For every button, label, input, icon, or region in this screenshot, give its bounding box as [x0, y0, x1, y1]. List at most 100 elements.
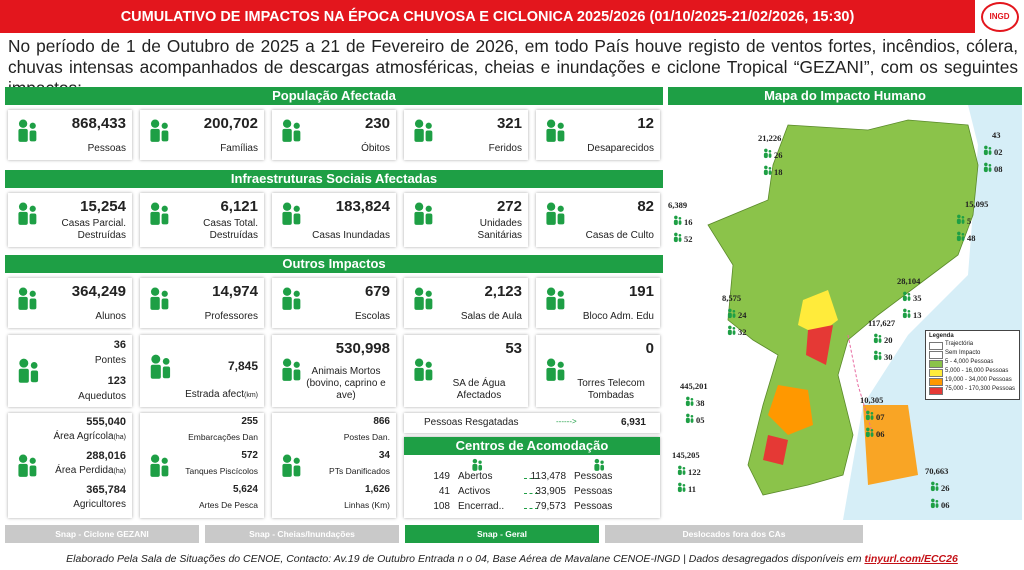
- map-value: 13: [913, 310, 922, 320]
- icon: [282, 119, 301, 142]
- tab[interactable]: Deslocados fora dos CAs: [605, 525, 863, 543]
- value: 365,784: [86, 484, 126, 496]
- icon: [414, 119, 433, 142]
- value: 82: [637, 198, 654, 215]
- map-value: 02: [994, 147, 1003, 157]
- map-value: 32: [738, 327, 747, 337]
- map-value: 11: [688, 484, 697, 494]
- label: Desaparecidos: [587, 143, 654, 154]
- status: Activos: [458, 486, 491, 497]
- icon: [546, 119, 565, 142]
- legend-label: 5,000 - 16,000 Pessoas: [945, 368, 1009, 374]
- count: 149: [433, 471, 450, 482]
- value: 15,254: [80, 198, 126, 215]
- card: 2,123 Salas de Aula: [404, 278, 528, 328]
- icon: [865, 427, 874, 438]
- legend-label: 5 - 4,000 Pessoas: [945, 359, 994, 365]
- icon: [282, 287, 301, 310]
- map-value: 28,104: [897, 276, 921, 286]
- value: 123: [107, 375, 126, 387]
- icon: [677, 465, 686, 476]
- tab[interactable]: Snap - Cheias/Inundações: [205, 525, 399, 543]
- card: 679 Escolas: [272, 278, 396, 328]
- value: 183,824: [335, 198, 390, 215]
- label: PTs Danificados: [329, 465, 390, 477]
- label: Óbitos: [361, 143, 390, 154]
- footer-link[interactable]: tinyurl.com/ECC26: [864, 553, 958, 565]
- centers-box: Centros de Acomodação 149 Abertos 113,478 Pe…: [404, 437, 660, 518]
- value: 530,998: [335, 340, 390, 357]
- value: 0: [645, 340, 654, 357]
- icon: [685, 396, 694, 407]
- label: Linhas (Km): [344, 499, 390, 511]
- value: 5,624: [232, 484, 258, 495]
- leader: [524, 478, 538, 479]
- legend-swatch: [929, 342, 943, 350]
- header-bar: CUMULATIVO DE IMPACTOS NA ÉPOCA CHUVOSA …: [0, 0, 975, 33]
- card: 868,433 Pessoas: [8, 110, 132, 160]
- map-value: 24: [738, 310, 747, 320]
- card: 200,702 Famílias: [140, 110, 264, 160]
- map-value: 6,389: [668, 200, 688, 210]
- icon: [594, 458, 605, 471]
- tab[interactable]: Snap - Geral: [405, 525, 599, 543]
- card: 866 Postes Dan. 34 PTs Danificados 1,626 Linh…: [272, 413, 396, 518]
- card: 530,998 Animais Mortos (bovino, caprino e…: [272, 335, 396, 407]
- icon: [150, 354, 171, 379]
- tab[interactable]: Snap - Ciclone GEZANI: [5, 525, 199, 543]
- card: 321 Feridos: [404, 110, 528, 160]
- label: Artes De Pesca: [199, 499, 258, 511]
- unit: (ha): [113, 434, 126, 441]
- card: 255 Embarcações Dan 572 Tanques Piscícolos 5…: [140, 413, 264, 518]
- section-header: Centros de Acomodação: [404, 437, 660, 455]
- label-text: Área Agrícola: [53, 431, 114, 442]
- icon: [150, 287, 169, 310]
- unit: Pessoas: [574, 486, 613, 497]
- map-value: 08: [994, 164, 1003, 174]
- value: 272: [496, 198, 522, 215]
- label: Agricultores: [73, 499, 126, 511]
- card: 230 Óbitos: [272, 110, 396, 160]
- section-header: Infraestruturas Sociais Afectadas: [5, 170, 663, 188]
- legend-swatch: [929, 378, 943, 386]
- legend: Legenda Trajectória Sem Impacto 5 - 4,000 P…: [925, 330, 1020, 400]
- rescue-box: Pessoas Resgatadas ------> 6,931: [404, 413, 660, 433]
- value: 200,702: [203, 115, 258, 132]
- icon: [150, 454, 169, 477]
- card: 191 Bloco Adm. Edu: [536, 278, 660, 328]
- label: Famílias: [220, 143, 258, 154]
- legend-swatch: [929, 351, 943, 359]
- label: Pessoas: [87, 143, 126, 154]
- value: 36: [113, 339, 126, 351]
- icon: [546, 202, 565, 225]
- label: Professores: [204, 311, 258, 322]
- label: Unidades Sanitárias: [477, 218, 522, 241]
- people: 33,905: [535, 486, 566, 497]
- map-value: 5: [967, 216, 972, 226]
- map-value: 16: [684, 217, 693, 227]
- icon: [930, 481, 939, 492]
- icon: [414, 202, 433, 225]
- icon: [18, 358, 39, 383]
- value: 321: [496, 115, 522, 132]
- icon: [282, 202, 301, 225]
- icon: [865, 410, 874, 421]
- unit: Pessoas: [574, 471, 613, 482]
- value: 34: [378, 450, 390, 461]
- value: 1,626: [364, 484, 390, 495]
- people: 113,478: [530, 471, 566, 482]
- value: 14,974: [212, 283, 258, 300]
- icon: [685, 413, 694, 424]
- value: 255: [241, 416, 258, 427]
- icon: [763, 165, 772, 176]
- label-text: Tanques Piscícolos: [185, 466, 258, 476]
- count: 108: [433, 501, 450, 512]
- card: 555,040 Área Agrícola(ha) 288,016 Área Perd…: [8, 413, 132, 518]
- map-value: 445,201: [680, 381, 708, 391]
- icon: [472, 458, 483, 471]
- unit: (km): [244, 392, 258, 399]
- icon: [873, 333, 882, 344]
- map-value: 15,095: [965, 199, 989, 209]
- label-text: Estrada afect: [185, 389, 244, 400]
